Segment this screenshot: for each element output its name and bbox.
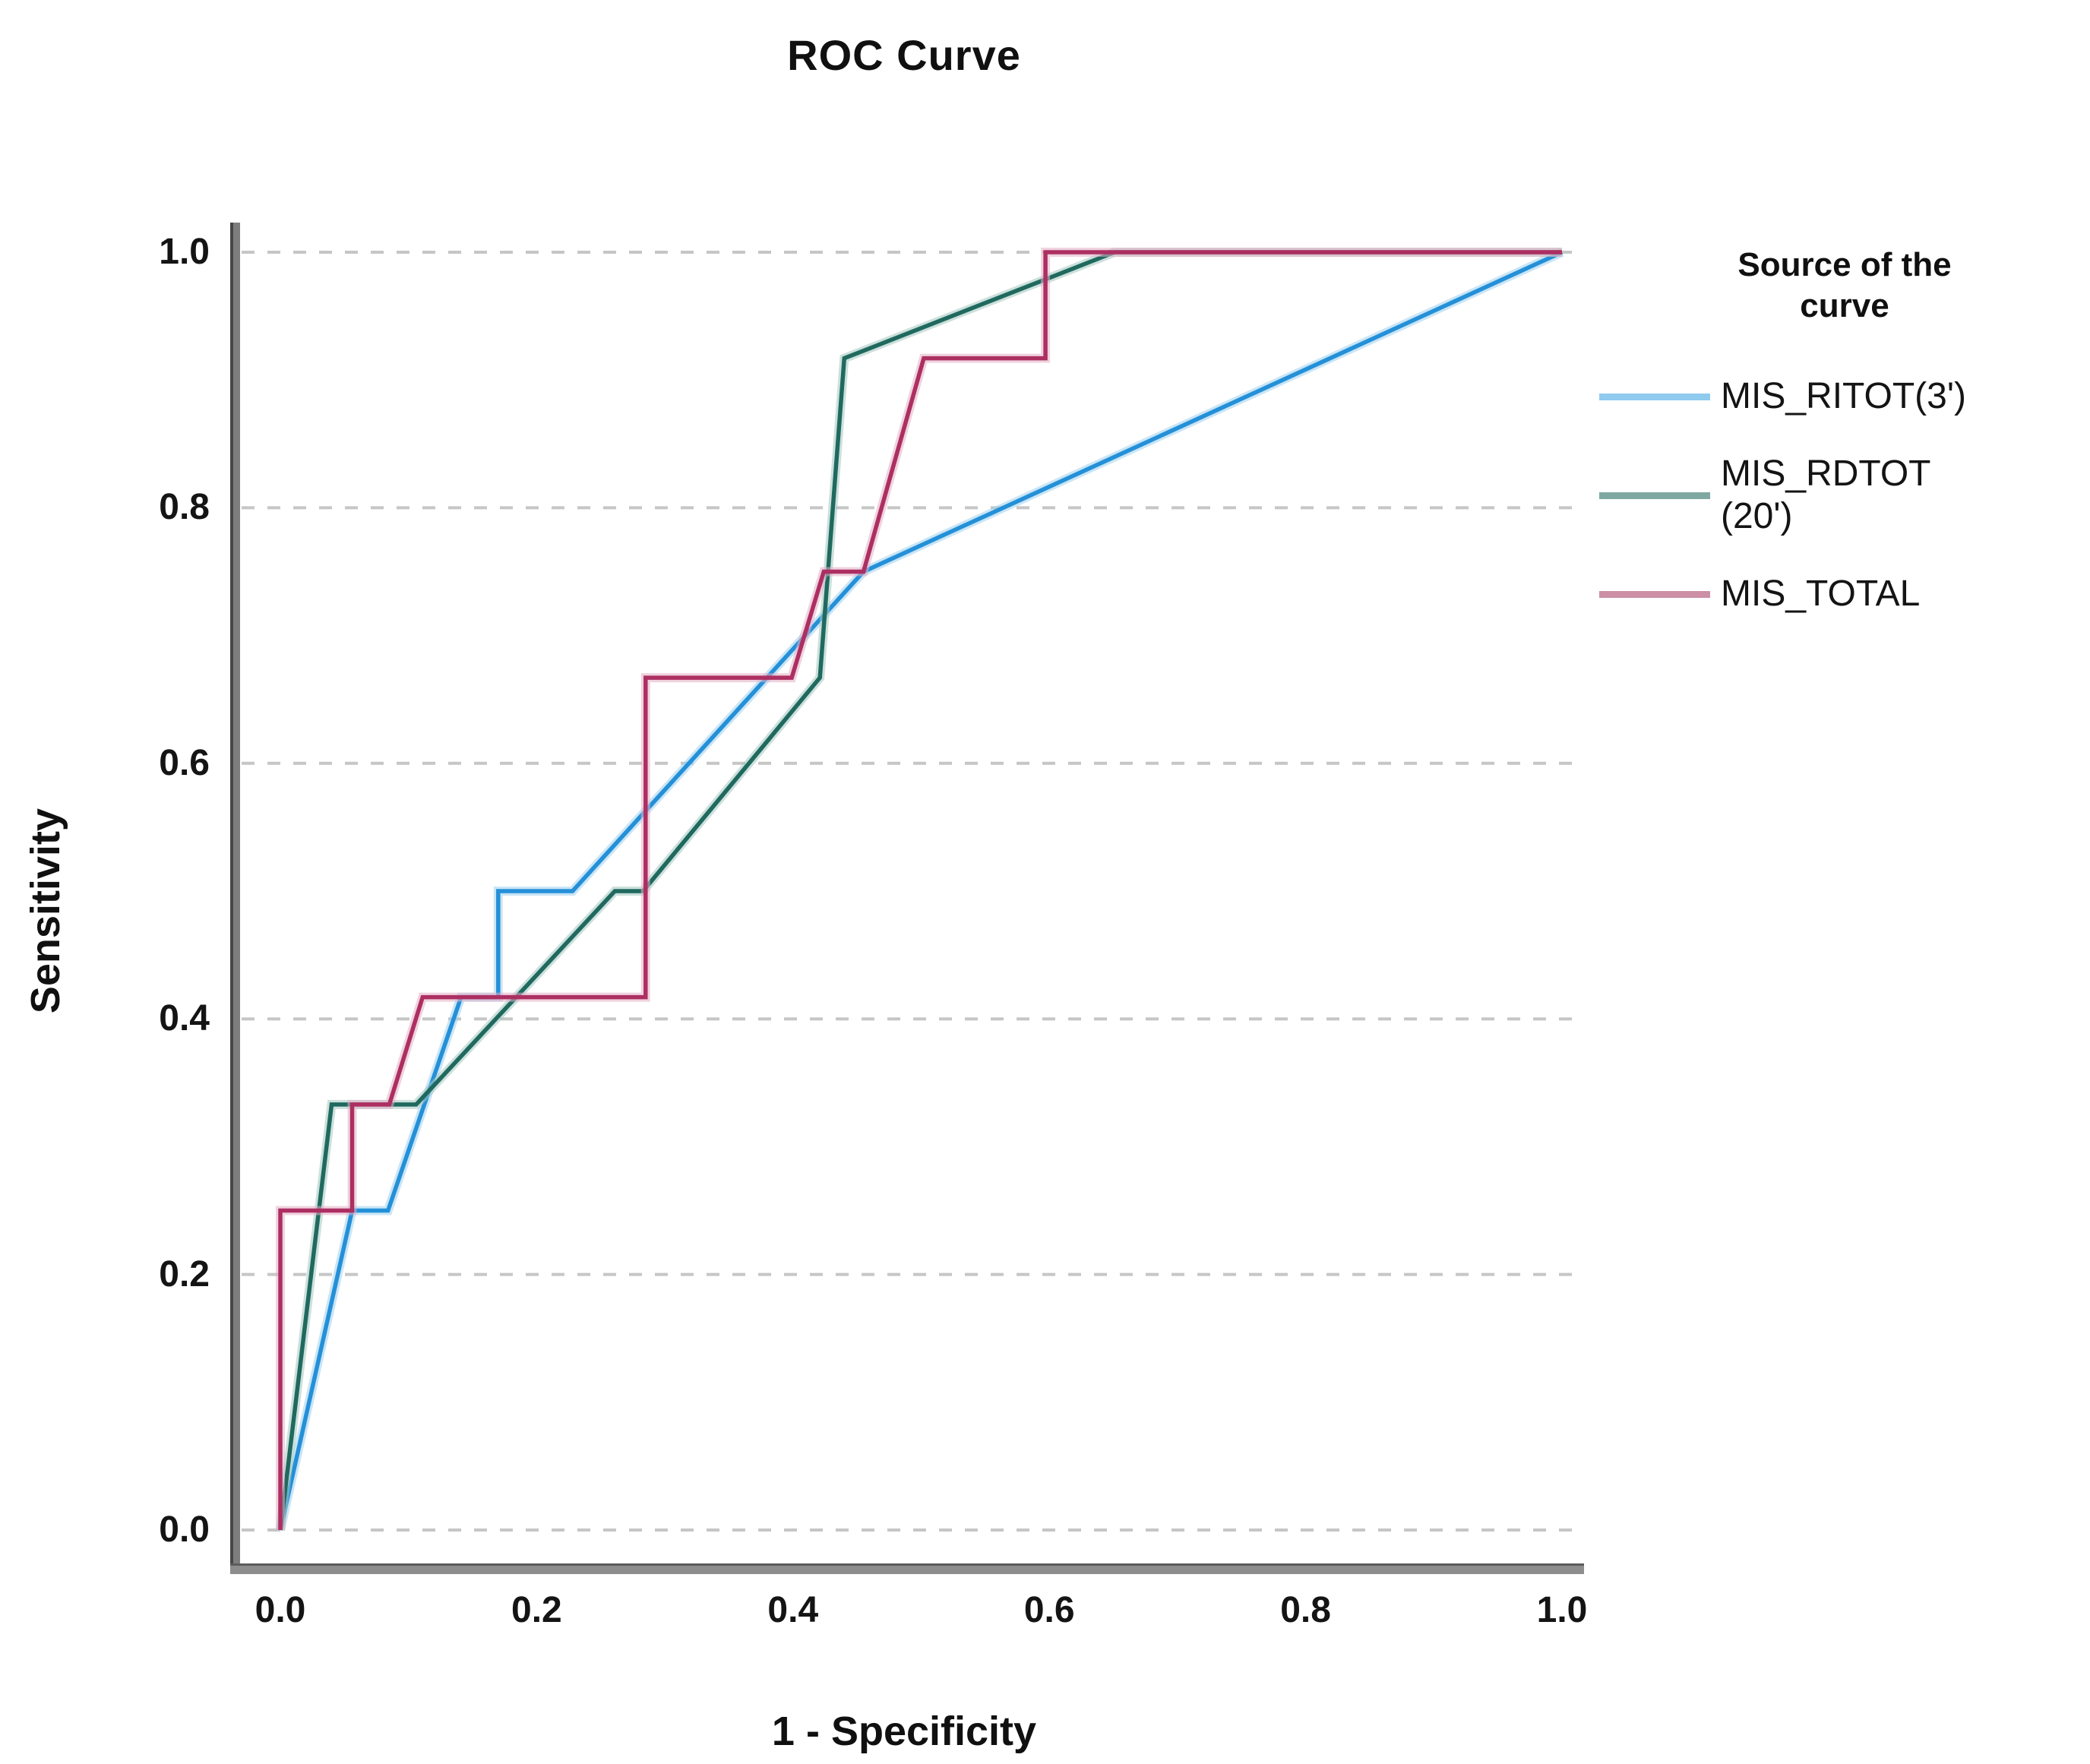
y-tick-label-0.4: 0.4 — [159, 998, 210, 1039]
curve-halo-MIS_RDTOT (20') — [276, 248, 1562, 1531]
curve-MIS_RDTOT (20') — [278, 250, 1562, 1531]
curve-halo-MIS_TOTAL — [276, 248, 1562, 1530]
legend-label-MIS_RDTOT (20'): MIS_RDTOT (20') — [1721, 454, 1931, 536]
x-tick-label-1.0: 1.0 — [1536, 1590, 1588, 1630]
curve-MIS_TOTAL — [278, 250, 1562, 1530]
curve-MIS_RITOT(3') — [278, 250, 1564, 1531]
legend-label-MIS_RITOT(3'): MIS_RITOT(3') — [1721, 376, 1966, 416]
legend-item-MIS_TOTAL: MIS_TOTAL — [1599, 573, 2090, 615]
legend-title-line: curve — [1800, 287, 1889, 324]
x-tick-label-0.8: 0.8 — [1280, 1590, 1331, 1630]
x-tick-label-0.0: 0.0 — [255, 1590, 306, 1630]
legend-item-MIS_RITOT(3'): MIS_RITOT(3') — [1599, 375, 2090, 418]
legend-title: Source of the curve — [1715, 245, 1974, 327]
x-axis-title: 1 - Specificity — [771, 1709, 1037, 1754]
y-tick-label-0.0: 0.0 — [159, 1510, 210, 1550]
legend-item-MIS_RDTOT (20'): MIS_RDTOT (20') — [1599, 453, 2090, 538]
x-tick-label-0.6: 0.6 — [1023, 1590, 1075, 1630]
legend-swatch-MIS_RDTOT (20') — [1599, 492, 1710, 499]
y-tick-label-0.2: 0.2 — [159, 1253, 210, 1295]
legend: Source of the curve MIS_RITOT(3') MIS_RDTO… — [1599, 245, 2090, 615]
legend-swatch-MIS_TOTAL — [1599, 590, 1710, 598]
y-tick-label-0.8: 0.8 — [159, 487, 210, 528]
y-axis-spine-edge — [230, 223, 233, 1573]
legend-label-MIS_TOTAL: MIS_TOTAL — [1721, 574, 1921, 614]
chart-title: ROC Curve — [787, 31, 1021, 79]
legend-items: MIS_RITOT(3') MIS_RDTOT (20') MIS_TOTAL — [1599, 375, 2090, 615]
legend-title-line: Source of the — [1737, 246, 1952, 283]
x-axis-spine — [230, 1563, 1584, 1574]
x-axis-spine-edge — [230, 1563, 1584, 1566]
y-tick-label-0.6: 0.6 — [159, 742, 210, 783]
y-tick-label-1.0: 1.0 — [159, 232, 210, 272]
x-tick-label-0.2: 0.2 — [511, 1590, 562, 1630]
x-tick-label-0.4: 0.4 — [767, 1590, 819, 1630]
curve-halo-MIS_RITOT(3') — [276, 248, 1564, 1532]
legend-swatch-MIS_RITOT(3') — [1599, 393, 1710, 400]
